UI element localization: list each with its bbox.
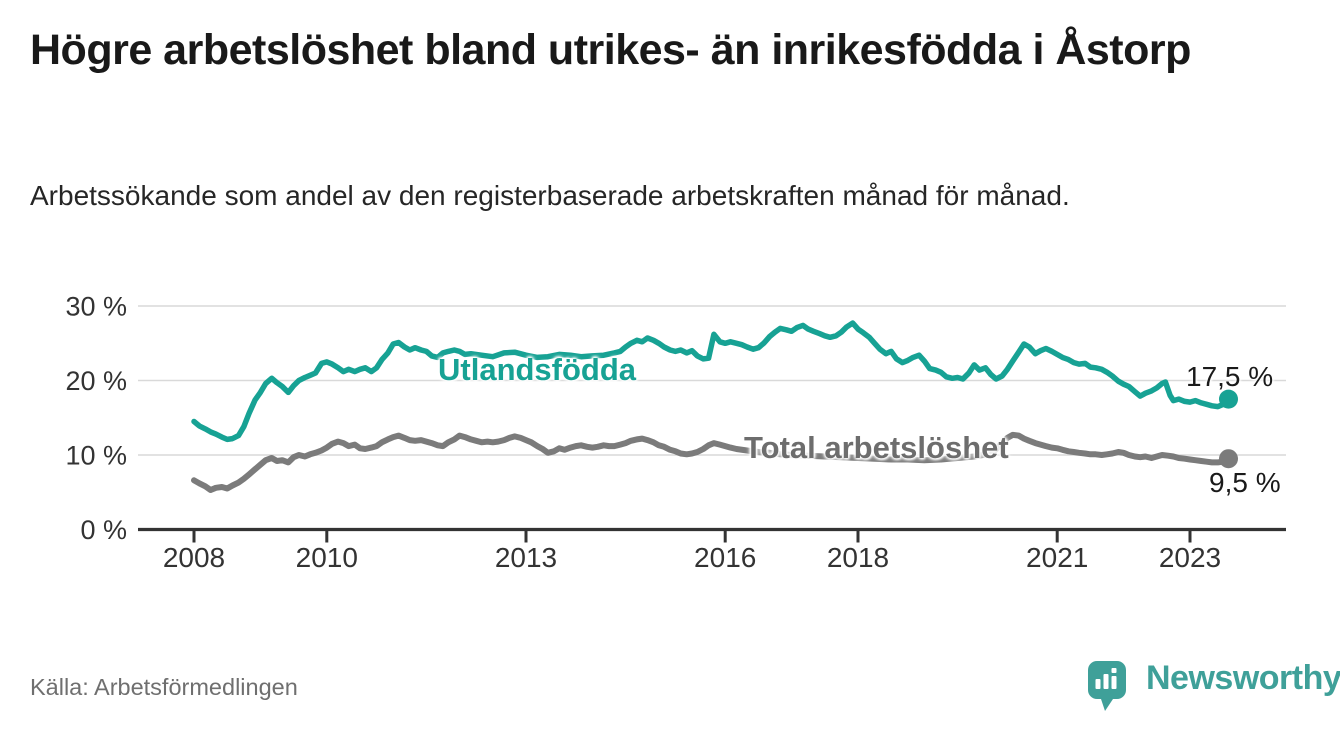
x-axis-label: 2016	[694, 542, 756, 573]
x-axis-label: 2010	[296, 542, 358, 573]
x-axis-label: 2018	[827, 542, 889, 573]
x-axis-label: 2023	[1159, 542, 1221, 573]
x-axis-label: 2021	[1026, 542, 1088, 573]
series-line-total	[191, 431, 1232, 493]
x-axis-label: 2008	[163, 542, 225, 573]
y-axis-label: 30 %	[65, 292, 127, 322]
source-note: Källa: Arbetsförmedlingen	[30, 674, 298, 700]
logo-wordmark: Newsworthy	[1146, 659, 1340, 697]
series-line-utlandsfodda	[191, 320, 1232, 443]
y-axis-label: 0 %	[80, 515, 127, 545]
page-subtitle: Arbetssökande som andel av den registerb…	[30, 180, 1070, 211]
newsworthy-logo: Newsworthy	[1088, 658, 1340, 716]
series-label-utlandsfodda: Utlandsfödda	[438, 352, 637, 387]
y-axis-label: 10 %	[65, 441, 127, 471]
end-value-label-total: 9,5 %	[1209, 467, 1281, 498]
end-value-label-utlandsfodda: 17,5 %	[1186, 361, 1274, 392]
x-axis-label: 2013	[495, 542, 557, 573]
page-title: Högre arbetslöshet bland utrikes- än inr…	[30, 26, 1191, 74]
series-end-dot-utlandsfodda	[1219, 389, 1238, 409]
series-end-dot-total	[1219, 449, 1238, 469]
bar-chart-speech-bubble-icon	[1088, 661, 1126, 713]
series-label-total-arbetsloshet: Total arbetslöshet	[744, 430, 1009, 465]
y-axis-label: 20 %	[65, 366, 127, 396]
